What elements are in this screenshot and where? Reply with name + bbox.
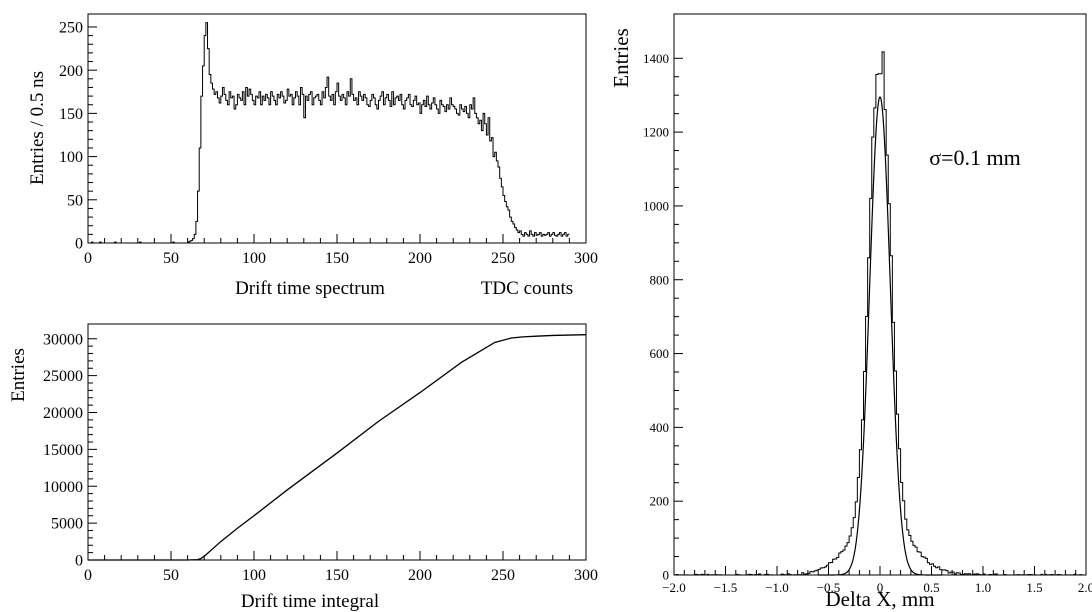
x-tick-label: 0.5 [923,580,939,595]
y-tick-label: 5000 [51,516,83,533]
plot-frame [87,323,587,561]
fit-line [818,96,942,576]
x-tick-label: 50 [163,567,179,584]
x-tick-label: 100 [242,250,266,267]
drift-time-integral-panel: 0 50 100 150 200 250 300 0 5000 10000 15000 20000 2… [8,323,598,612]
y-tick-label: 20000 [43,405,83,422]
y-tick-label: 0 [75,553,83,570]
y-tick-label: 200 [59,63,83,80]
delta-x-panel: −2.0 −1.5 −1.0 −0.5 0 0.5 1.0 1.5 2.0 0 200 400 600… [609,13,1092,611]
x-tick-label: −1.5 [714,580,738,595]
series-histogram [674,51,1086,576]
y-axis: 0 5000 10000 15000 20000 25000 30000 [43,331,97,570]
y-axis-label: Entries / 0.5 ns [27,71,48,185]
y-tick-label: 1200 [643,125,669,140]
series-line [88,334,587,561]
y-tick-label: 50 [67,192,83,209]
gaussian-fit-curve [818,96,942,576]
x-tick-label: 50 [163,250,179,267]
histogram-step-line [88,22,570,244]
cumulative-line [88,334,587,561]
y-tick-label: 0 [75,236,83,253]
x-tick-label: 2.0 [1078,580,1092,595]
y-tick-label: 600 [650,346,670,361]
x-tick-label: 1.0 [975,580,991,595]
x-tick-label: 0 [84,567,92,584]
x-tick-label: 300 [574,250,598,267]
y-tick-label: 200 [650,494,670,509]
sigma-annotation: σ=0.1 mm [929,145,1021,170]
y-tick-label: 150 [59,106,83,123]
y-tick-label: 800 [650,272,670,287]
x-axis: −2.0 −1.5 −1.0 −0.5 0 0.5 1.0 1.5 2.0 [662,566,1092,595]
y-axis: 0 50 100 150 200 250 [59,20,97,253]
x-tick-label: 0 [84,250,92,267]
y-tick-label: 25000 [43,368,83,385]
y-axis: 0 200 400 600 800 1000 1200 1400 [643,51,683,583]
y-tick-label: 30000 [43,331,83,348]
x-tick-label: 250 [491,250,515,267]
y-tick-label: 15000 [43,442,83,459]
x-tick-label: 100 [242,567,266,584]
x-tick-label: 200 [408,567,432,584]
y-axis-label: Entries [8,348,29,402]
x-axis-label: Drift time integral [241,591,379,612]
x-tick-label: −2.0 [662,580,686,595]
x-tick-label: −1.0 [765,580,789,595]
plot-frame [673,13,1087,576]
y-tick-label: 100 [59,149,83,166]
x-tick-label: 0 [877,580,884,595]
x-tick-label: 150 [325,250,349,267]
plot-frame [87,13,587,244]
x-tick-label: 150 [325,567,349,584]
y-tick-label: 1000 [643,198,669,213]
x-axis-label: Drift time spectrum [235,278,385,299]
drift-time-spectrum-panel: 0 50 100 150 200 250 300 0 50 100 150 200 250 Drift… [27,13,598,299]
y-tick-label: 1400 [643,51,669,66]
x-axis: 0 50 100 150 200 250 300 [84,234,598,267]
y-tick-label: 250 [59,20,83,37]
y-axis-label: Entries [609,28,633,87]
y-tick-label: 10000 [43,479,83,496]
x-tick-label: −0.5 [817,580,841,595]
histogram-step-line [674,51,1086,576]
x-tick-label: 250 [491,567,515,584]
y-tick-label: 0 [663,568,670,583]
series-histogram [88,22,570,244]
x-tick-label: 300 [574,567,598,584]
x-tick-label: 200 [408,250,432,267]
y-tick-label: 400 [650,420,670,435]
x-axis: 0 50 100 150 200 250 300 [84,551,598,584]
x-tick-label: 1.5 [1026,580,1042,595]
x-axis-unit-label: TDC counts [481,278,573,299]
x-axis-label: Delta X, mm [825,587,934,611]
